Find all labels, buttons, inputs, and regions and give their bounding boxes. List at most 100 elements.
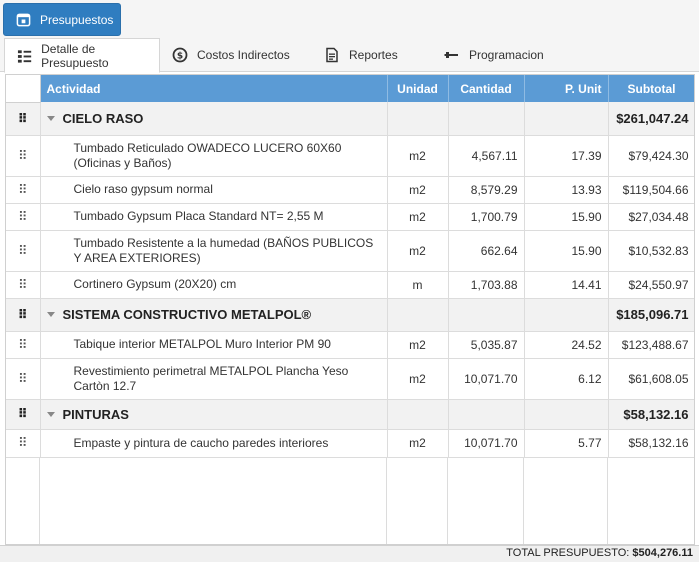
header-cantidad[interactable]: Cantidad <box>448 75 525 102</box>
group-name[interactable]: PINTURAS <box>40 399 388 430</box>
group-subtotal: $58,132.16 <box>608 399 694 430</box>
column-divider <box>386 457 387 544</box>
table-row[interactable]: ⠿ Tumbado Reticulado OWADECO LUCERO 60X6… <box>6 135 694 177</box>
tab-label: Reportes <box>349 48 398 62</box>
cell-actividad[interactable]: Tabique interior METALPOL Muro Interior … <box>40 331 388 359</box>
cell-unidad[interactable]: m2 <box>387 203 449 231</box>
tab-label: Programacion <box>469 48 544 62</box>
drag-handle-icon[interactable]: ⠿ <box>6 358 41 400</box>
cell-unidad[interactable]: m2 <box>387 176 449 204</box>
cell-p-unit[interactable]: 24.52 <box>524 331 609 359</box>
group-name[interactable]: CIELO RASO <box>40 102 388 136</box>
cell-subtotal: $27,034.48 <box>608 203 694 231</box>
group-name[interactable]: SISTEMA CONSTRUCTIVO METALPOL® <box>40 298 388 332</box>
cell-actividad[interactable]: Revestimiento perimetral METALPOL Planch… <box>40 358 388 400</box>
header-p-unit[interactable]: P. Unit <box>524 75 609 102</box>
table-row[interactable]: ⠿ Cortinero Gypsum (20X20) cm m 1,703.88… <box>6 271 694 299</box>
column-divider <box>39 457 40 544</box>
drag-handle-icon[interactable]: ⠿ <box>6 102 41 136</box>
group-row[interactable]: ⠿ SISTEMA CONSTRUCTIVO METALPOL® $185,09… <box>6 298 694 332</box>
cell-unidad[interactable]: m2 <box>387 358 449 400</box>
budget-table: Actividad Unidad Cantidad P. Unit Subtot… <box>6 75 694 458</box>
drag-handle-icon[interactable]: ⠿ <box>6 429 41 458</box>
tab-bar: Detalle de Presupuesto $ Costos Indirect… <box>0 38 699 73</box>
pin-icon <box>444 52 458 58</box>
tab-label: Detalle de Presupuesto <box>41 41 109 70</box>
group-subtotal: $185,096.71 <box>608 298 694 332</box>
cell-cantidad[interactable]: 10,071.70 <box>448 429 525 458</box>
toolbar: Presupuestos <box>0 0 699 38</box>
cell-p-unit[interactable]: 15.90 <box>524 230 609 272</box>
table-row[interactable]: ⠿ Tabique interior METALPOL Muro Interio… <box>6 331 694 359</box>
column-divider <box>607 457 608 544</box>
group-subtotal: $261,047.24 <box>608 102 694 136</box>
grid-empty-area <box>6 457 694 544</box>
tab-programacion[interactable]: Programacion <box>432 38 562 72</box>
table-row[interactable]: ⠿ Empaste y pintura de caucho paredes in… <box>6 429 694 458</box>
drag-handle-icon[interactable]: ⠿ <box>6 271 41 299</box>
document-icon <box>326 47 338 63</box>
cell-p-unit[interactable]: 14.41 <box>524 271 609 299</box>
cell-p-unit[interactable]: 15.90 <box>524 203 609 231</box>
presupuestos-button[interactable]: Presupuestos <box>3 3 121 36</box>
cell-unidad[interactable]: m2 <box>387 429 449 458</box>
drag-handle-icon[interactable]: ⠿ <box>6 230 41 272</box>
total-value: $504,276.11 <box>632 547 693 559</box>
drag-handle-icon[interactable]: ⠿ <box>6 331 41 359</box>
list-icon <box>17 49 32 63</box>
tab-label: Costos Indirectos <box>197 48 290 62</box>
cell-cantidad[interactable]: 10,071.70 <box>448 358 525 400</box>
cell-p-unit[interactable]: 17.39 <box>524 135 609 177</box>
cell-subtotal: $58,132.16 <box>608 429 694 458</box>
cell-p-unit[interactable]: 6.12 <box>524 358 609 400</box>
column-divider <box>523 457 524 544</box>
drag-handle-icon[interactable]: ⠿ <box>6 203 41 231</box>
column-divider <box>447 457 448 544</box>
cell-subtotal: $119,504.66 <box>608 176 694 204</box>
cell-actividad[interactable]: Tumbado Gypsum Placa Standard NT= 2,55 M <box>40 203 388 231</box>
cell-actividad[interactable]: Cielo raso gypsum normal <box>40 176 388 204</box>
header-unidad[interactable]: Unidad <box>387 75 449 102</box>
cell-unidad[interactable]: m2 <box>387 230 449 272</box>
drag-handle-icon[interactable]: ⠿ <box>6 298 41 332</box>
table-row[interactable]: ⠿ Revestimiento perimetral METALPOL Plan… <box>6 358 694 400</box>
chevron-down-icon[interactable] <box>46 312 55 318</box>
cell-cantidad[interactable]: 8,579.29 <box>448 176 525 204</box>
header-subtotal[interactable]: Subtotal <box>608 75 694 102</box>
cell-actividad[interactable]: Tumbado Reticulado OWADECO LUCERO 60X60 … <box>40 135 388 177</box>
cell-p-unit[interactable]: 5.77 <box>524 429 609 458</box>
drag-handle-icon[interactable]: ⠿ <box>6 176 41 204</box>
chevron-down-icon[interactable] <box>46 115 55 121</box>
cell-p-unit[interactable]: 13.93 <box>524 176 609 204</box>
cell-subtotal: $24,550.97 <box>608 271 694 299</box>
cell-cantidad[interactable]: 1,703.88 <box>448 271 525 299</box>
cell-cantidad[interactable]: 5,035.87 <box>448 331 525 359</box>
cell-subtotal: $79,424.30 <box>608 135 694 177</box>
table-row[interactable]: ⠿ Tumbado Gypsum Placa Standard NT= 2,55… <box>6 203 694 231</box>
cell-subtotal: $10,532.83 <box>608 230 694 272</box>
drag-handle-icon[interactable]: ⠿ <box>6 399 41 430</box>
group-row[interactable]: ⠿ PINTURAS $58,132.16 <box>6 399 694 430</box>
tab-detalle-de-presupuesto[interactable]: Detalle de Presupuesto <box>4 38 160 73</box>
cell-actividad[interactable]: Cortinero Gypsum (20X20) cm <box>40 271 388 299</box>
cell-cantidad[interactable]: 662.64 <box>448 230 525 272</box>
table-row[interactable]: ⠿ Cielo raso gypsum normal m2 8,579.29 1… <box>6 176 694 204</box>
cell-cantidad[interactable]: 1,700.79 <box>448 203 525 231</box>
total-label: TOTAL PRESUPUESTO: <box>506 547 630 559</box>
dollar-circle-icon: $ <box>172 47 188 63</box>
cell-actividad[interactable]: Tumbado Resistente a la humedad (BAÑOS P… <box>40 230 388 272</box>
group-row[interactable]: ⠿ CIELO RASO $261,047.24 <box>6 102 694 136</box>
drag-handle-icon[interactable]: ⠿ <box>6 135 41 177</box>
chevron-down-icon[interactable] <box>46 411 55 417</box>
cell-unidad[interactable]: m2 <box>387 331 449 359</box>
table-row[interactable]: ⠿ Tumbado Resistente a la humedad (BAÑOS… <box>6 230 694 272</box>
cell-unidad[interactable]: m2 <box>387 135 449 177</box>
presupuestos-button-label: Presupuestos <box>40 12 114 27</box>
tab-costos-indirectos[interactable]: $ Costos Indirectos <box>160 38 308 72</box>
cell-cantidad[interactable]: 4,567.11 <box>448 135 525 177</box>
tab-reportes[interactable]: Reportes <box>312 38 432 72</box>
cell-unidad[interactable]: m <box>387 271 449 299</box>
cell-actividad[interactable]: Empaste y pintura de caucho paredes inte… <box>40 429 388 458</box>
header-actividad[interactable]: Actividad <box>40 75 388 102</box>
header-handle <box>6 75 41 103</box>
